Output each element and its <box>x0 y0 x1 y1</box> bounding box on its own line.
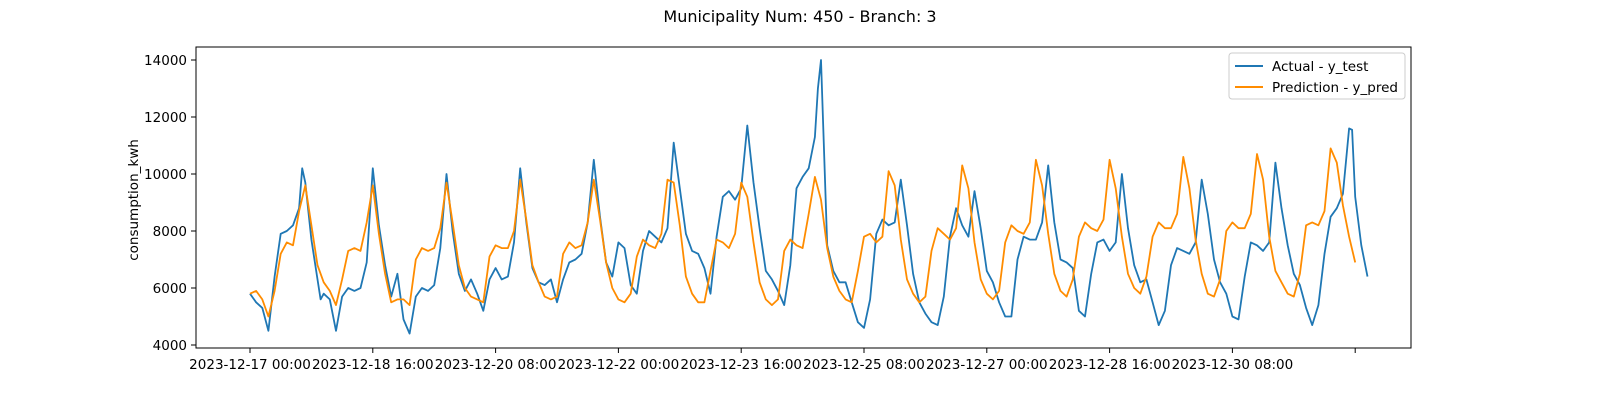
y-tick-label: 12000 <box>144 110 187 126</box>
y-tick-label: 14000 <box>144 53 187 69</box>
y-tick-label: 6000 <box>153 281 187 297</box>
y-tick-label: 4000 <box>153 338 187 354</box>
axes-layer: 4000 6000 8000 10000 12000 14000 2023-12-17 00… <box>144 46 1412 373</box>
x-tick-label: 2023-12-18 16:00 <box>312 357 434 373</box>
legend-entry-label: Actual - y_test <box>1272 59 1368 75</box>
x-tick-label: 2023-12-27 00:00 <box>926 357 1048 373</box>
x-tick-label: 2023-12-23 16:00 <box>680 357 802 373</box>
x-tick-label: 2023-12-22 00:00 <box>558 357 680 373</box>
series-line-prediction <box>249 147 1357 318</box>
series-line-actual <box>249 59 1369 335</box>
x-tick-label: 2023-12-28 16:00 <box>1049 357 1171 373</box>
y-tick-label: 8000 <box>153 224 187 240</box>
chart-title: Municipality Num: 450 - Branch: 3 <box>663 7 936 26</box>
series-layer <box>249 59 1369 335</box>
legend-entry-label: Prediction - y_pred <box>1272 80 1398 96</box>
y-axis-label: consumption_kwh <box>126 139 142 261</box>
x-tick-label: 2023-12-30 08:00 <box>1172 357 1294 373</box>
plot-frame <box>195 46 1412 349</box>
x-tick-label: 2023-12-20 08:00 <box>435 357 557 373</box>
legend-box <box>1228 52 1406 100</box>
x-tick-label: 2023-12-17 00:00 <box>189 357 311 373</box>
x-tick-label: 2023-12-25 08:00 <box>803 357 925 373</box>
legend: Actual - y_test Prediction - y_pred <box>1228 52 1406 100</box>
y-tick-label: 10000 <box>144 167 187 183</box>
